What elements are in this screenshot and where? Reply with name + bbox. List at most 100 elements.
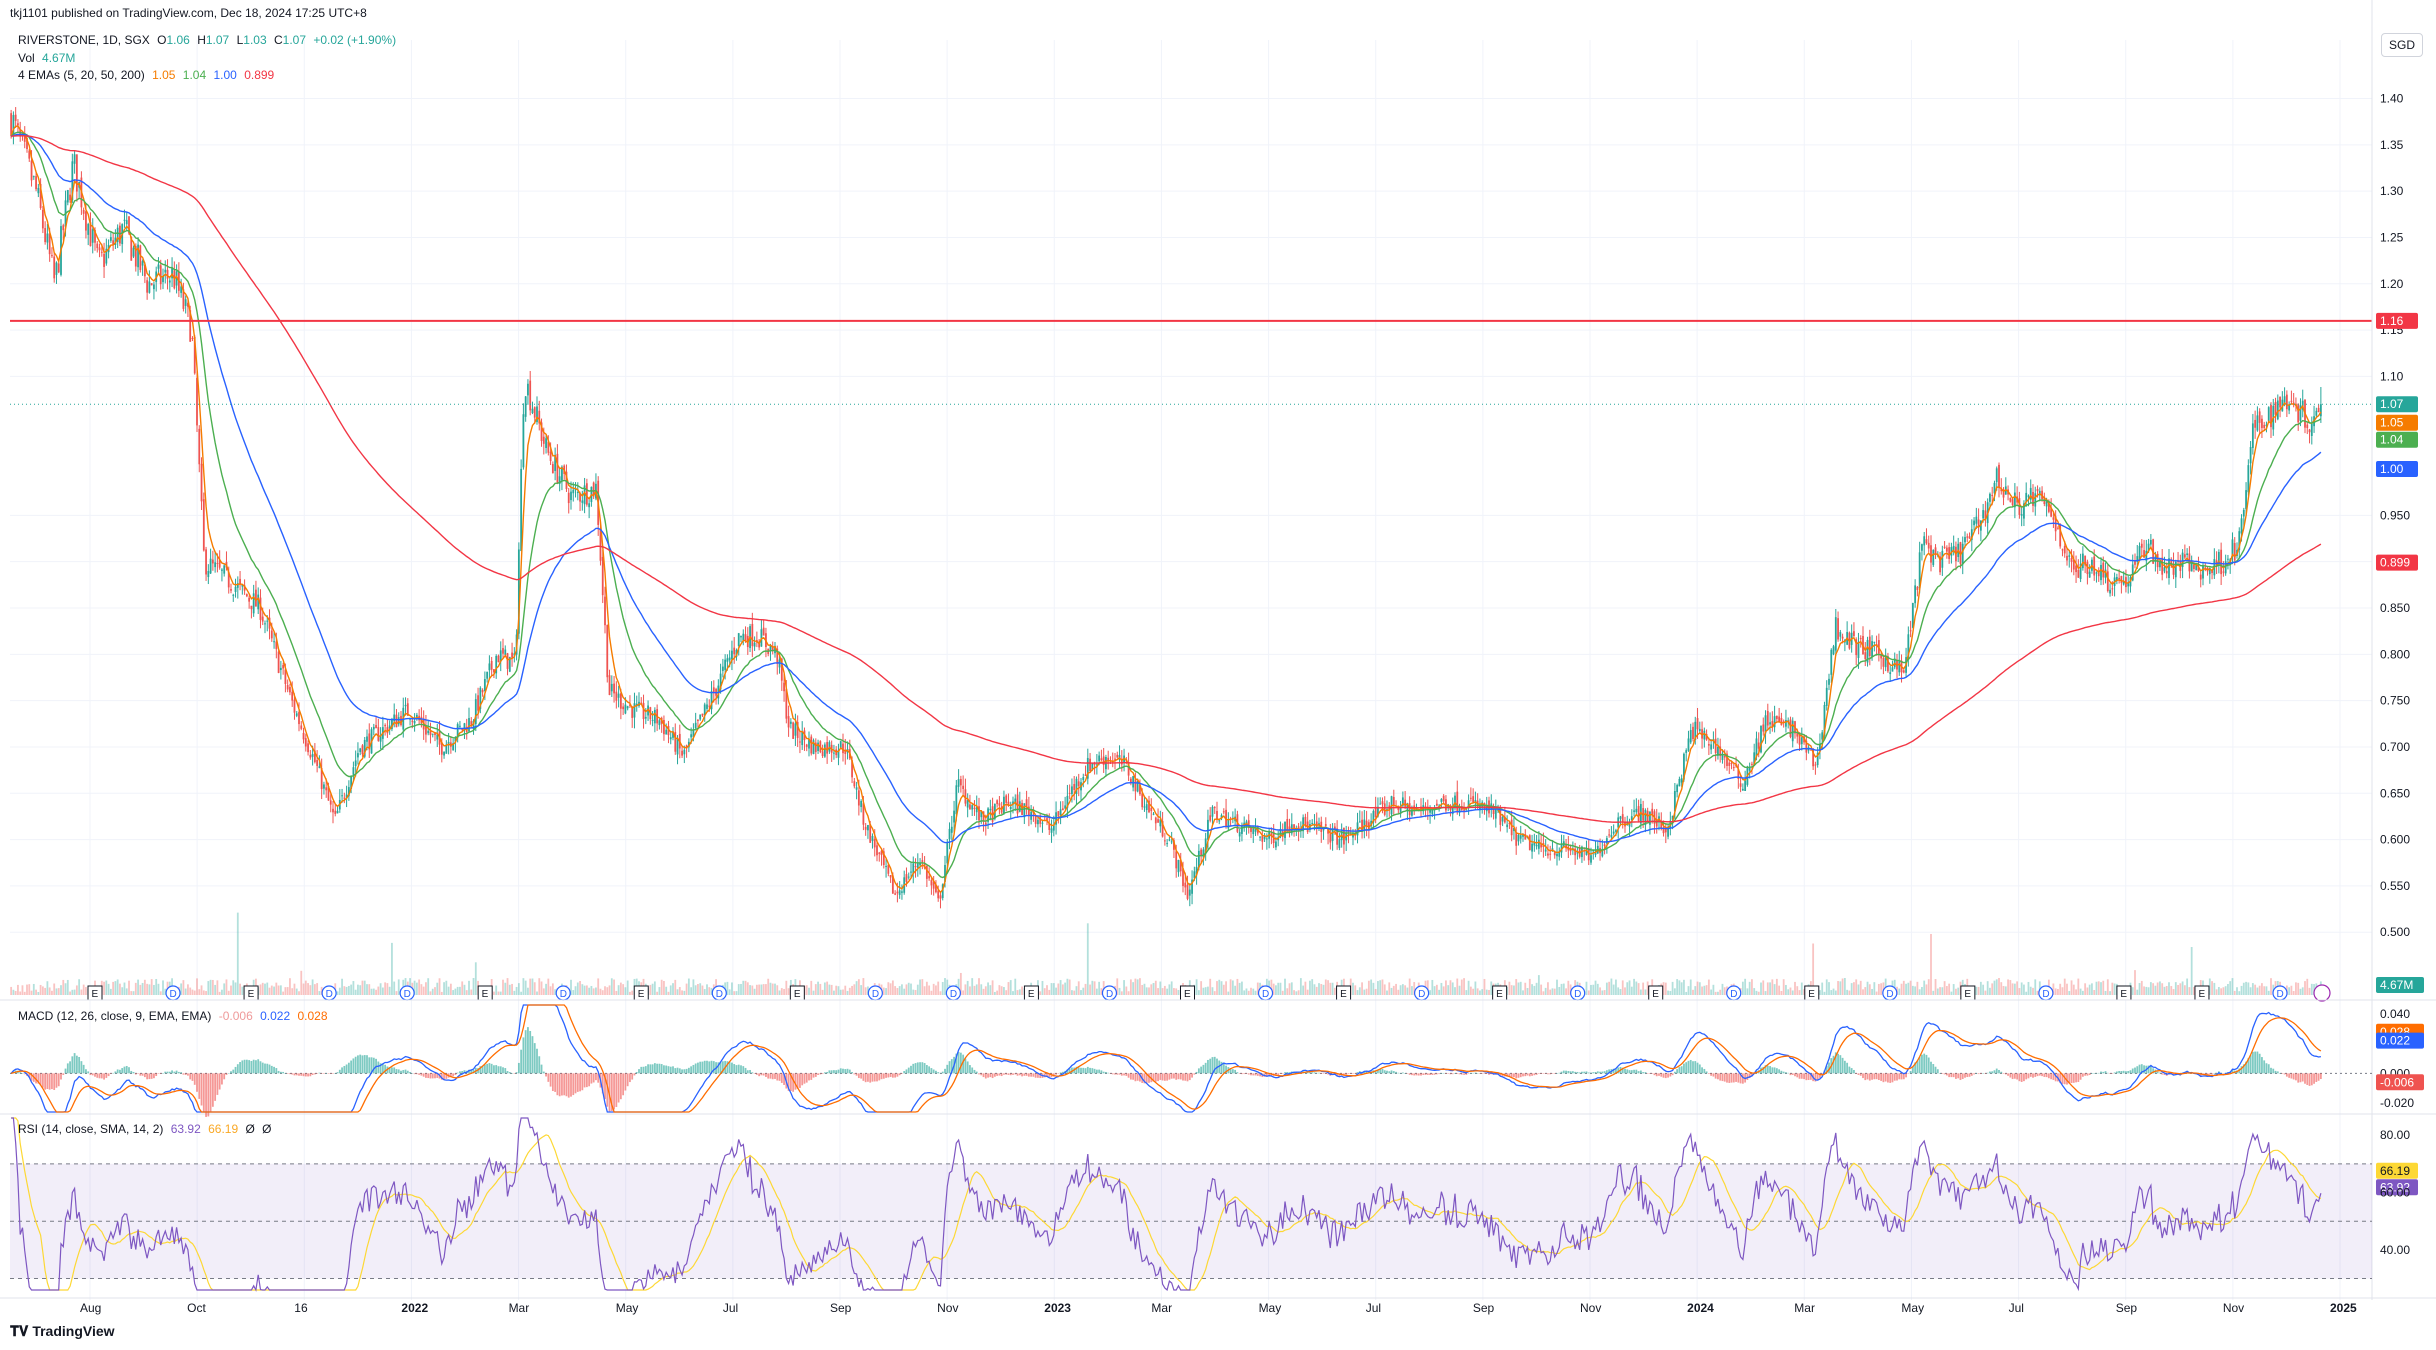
macd-histogram-bar bbox=[429, 1073, 432, 1079]
macd-histogram-bar bbox=[653, 1063, 656, 1074]
candle-body bbox=[2029, 487, 2032, 500]
macd-histogram-bar bbox=[1698, 1064, 1701, 1074]
macd-histogram-bar bbox=[1408, 1073, 1411, 1075]
candle-body bbox=[762, 627, 765, 636]
candle-body bbox=[2045, 501, 2048, 507]
candle-body bbox=[2306, 424, 2309, 429]
candle-body bbox=[1091, 763, 1094, 770]
volume-bar bbox=[73, 989, 76, 995]
volume-bar bbox=[1150, 984, 1153, 995]
candle-body bbox=[1016, 794, 1019, 814]
macd-histogram-bar bbox=[2104, 1071, 2107, 1074]
ema-legend[interactable]: 4 EMAs (5, 20, 50, 200) 1.05 1.04 1.00 0… bbox=[18, 68, 278, 82]
candle-body bbox=[1780, 718, 1783, 726]
macd-histogram-bar bbox=[946, 1064, 949, 1074]
macd-legend[interactable]: MACD (12, 26, close, 9, EMA, EMA) -0.006… bbox=[18, 1009, 332, 1023]
currency-button[interactable]: SGD bbox=[2381, 33, 2423, 57]
candle-body bbox=[221, 569, 223, 571]
candle-body bbox=[1882, 657, 1885, 667]
volume-bar bbox=[2170, 986, 2173, 995]
macd-histogram-bar bbox=[592, 1073, 595, 1083]
macd-signal-value: 0.028 bbox=[297, 1009, 328, 1023]
candle-body bbox=[1549, 853, 1552, 855]
volume-bar bbox=[1837, 981, 1839, 995]
candle-body bbox=[1252, 828, 1255, 835]
candle-body bbox=[2299, 405, 2302, 421]
candle-body bbox=[760, 629, 763, 647]
volume-bar bbox=[774, 983, 776, 995]
macd-histogram-bar bbox=[1039, 1073, 1042, 1079]
candle-body bbox=[651, 719, 654, 721]
price-label-bg bbox=[2376, 396, 2418, 413]
volume-bar bbox=[1395, 983, 1397, 995]
macd-histogram-bar bbox=[1075, 1066, 1078, 1074]
macd-histogram-bar bbox=[87, 1071, 90, 1074]
volume-bar bbox=[1930, 933, 1932, 995]
macd-histogram-bar bbox=[1653, 1073, 1656, 1076]
candle-body bbox=[413, 721, 416, 724]
macd-histogram-bar bbox=[1857, 1073, 1860, 1075]
candle-body bbox=[1916, 586, 1919, 591]
volume-bar bbox=[282, 991, 285, 995]
volume-legend[interactable]: Vol 4.67M bbox=[18, 51, 79, 65]
volume-bar bbox=[1803, 989, 1805, 995]
volume-bar bbox=[1558, 986, 1561, 995]
volume-bar bbox=[1200, 981, 1203, 995]
macd-histogram-bar bbox=[969, 1065, 971, 1074]
lightning-icon[interactable] bbox=[2313, 984, 2331, 1002]
volume-bar bbox=[1370, 979, 1373, 995]
volume-bar bbox=[887, 982, 890, 995]
macd-histogram-bar bbox=[667, 1066, 670, 1074]
rsi-legend[interactable]: RSI (14, close, SMA, 14, 2) 63.92 66.19 … bbox=[18, 1122, 276, 1136]
candle-body bbox=[28, 150, 31, 159]
candle-body bbox=[839, 741, 842, 748]
macd-histogram-bar bbox=[515, 1072, 518, 1074]
candle-body bbox=[878, 852, 881, 854]
volume-bar bbox=[1469, 986, 1472, 995]
candle-body bbox=[973, 807, 976, 809]
tradingview-logo[interactable]: 𝐓𝐕 TradingView bbox=[10, 1323, 115, 1340]
candle-body bbox=[2131, 564, 2134, 581]
macd-histogram-bar bbox=[1005, 1073, 1008, 1075]
macd-histogram-bar bbox=[660, 1064, 663, 1074]
candle-body bbox=[1279, 828, 1282, 837]
macd-histogram-bar bbox=[549, 1073, 552, 1087]
earnings-marker-label: E bbox=[1808, 989, 1815, 1000]
price-tick-label: 0.550 bbox=[2380, 879, 2410, 893]
candle-body bbox=[1757, 742, 1760, 749]
macd-histogram-bar bbox=[1739, 1073, 1742, 1084]
volume-bar bbox=[1678, 980, 1681, 995]
volume-bar bbox=[690, 987, 693, 995]
candle-body bbox=[2204, 567, 2207, 569]
candle-body bbox=[452, 743, 455, 751]
symbol-legend[interactable]: RIVERSTONE, 1D, SGX O1.06 H1.07 L1.03 C1… bbox=[18, 33, 400, 47]
macd-histogram-bar bbox=[1451, 1073, 1454, 1075]
macd-histogram-bar bbox=[409, 1071, 411, 1074]
macd-histogram-bar bbox=[1009, 1073, 1012, 1076]
volume-bar bbox=[264, 983, 266, 995]
macd-histogram-bar bbox=[44, 1073, 47, 1090]
macd-histogram-bar bbox=[459, 1071, 461, 1074]
volume-bar bbox=[823, 982, 826, 995]
macd-histogram-bar bbox=[153, 1073, 155, 1079]
candle-body bbox=[1116, 754, 1119, 758]
macd-histogram-bar bbox=[1311, 1072, 1314, 1074]
macd-histogram-bar bbox=[1782, 1071, 1785, 1074]
volume-bar bbox=[993, 991, 996, 995]
candle-body bbox=[207, 571, 210, 578]
macd-histogram-bar bbox=[2061, 1073, 2064, 1084]
ema5-line bbox=[10, 125, 2322, 894]
rsi-axis-label: 80.00 bbox=[2380, 1128, 2410, 1142]
volume-bar bbox=[776, 985, 779, 995]
candle-body bbox=[1134, 779, 1137, 792]
macd-histogram-bar bbox=[1191, 1073, 1193, 1078]
volume-bar bbox=[26, 984, 28, 995]
macd-histogram-bar bbox=[1157, 1073, 1159, 1082]
volume-bar bbox=[438, 978, 441, 995]
volume-bar bbox=[359, 985, 362, 995]
volume-bar bbox=[189, 987, 192, 995]
volume-bar bbox=[284, 987, 287, 995]
macd-histogram-bar bbox=[2081, 1073, 2084, 1077]
macd-histogram-bar bbox=[2261, 1057, 2263, 1074]
